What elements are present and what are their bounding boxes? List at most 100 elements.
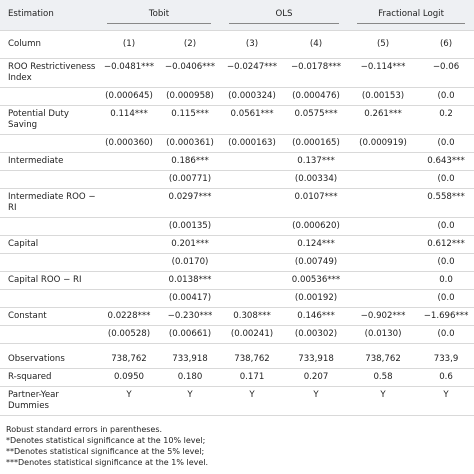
cell	[348, 253, 419, 272]
cell: (0.00241)	[220, 325, 285, 344]
row-label: Capital ROO − RI	[0, 271, 98, 290]
cell: (0.0	[418, 170, 474, 189]
row-label: Potential Duty Saving	[0, 105, 98, 135]
row-label: Intermediate	[0, 152, 98, 171]
cell: −0.0178***	[284, 58, 349, 88]
cell: (0.00302)	[284, 325, 349, 344]
cell: (0.000919)	[348, 134, 419, 153]
cell	[98, 289, 160, 308]
cell: Y	[220, 386, 285, 416]
cell: 0.180	[160, 368, 221, 387]
cell: 0.0107***	[284, 188, 349, 218]
column-number: (4)	[284, 30, 349, 59]
data-row: (0.000645) (0.000958) (0.000324) (0.000476)…	[0, 87, 474, 106]
cell: 0.137***	[284, 152, 349, 171]
column-number: (5)	[348, 30, 419, 59]
data-row: Capital ROO − RI 0.0138*** 0.00536*** 0.0	[0, 271, 474, 290]
cell: 0.171	[220, 368, 285, 387]
cell: (0.0	[418, 134, 474, 153]
group-label: Tobit	[107, 9, 211, 24]
group-label: OLS	[229, 9, 339, 24]
cell: (0.000165)	[284, 134, 349, 153]
cell: −0.06	[418, 58, 474, 88]
cell: 0.0228***	[98, 307, 160, 326]
data-row: (0.00528) (0.00661) (0.00241) (0.00302) (0.0…	[0, 325, 474, 344]
column-number: (1)	[98, 30, 160, 59]
group-cell: Tobit	[98, 0, 221, 31]
cell: (0.00417)	[160, 289, 221, 308]
cell: (0.0130)	[348, 325, 419, 344]
cell: 733,918	[284, 343, 349, 369]
row-label	[0, 325, 98, 344]
cell: (0.00661)	[160, 325, 221, 344]
cell: (0.00334)	[284, 170, 349, 189]
cell: Y	[98, 386, 160, 416]
cell: 0.558***	[418, 188, 474, 218]
cell	[220, 152, 285, 171]
cell: (0.0	[418, 87, 474, 106]
results-table: Estimation Tobit OLS Fractional Logit Column…	[0, 0, 474, 416]
cell: (0.00771)	[160, 170, 221, 189]
row-label	[0, 170, 98, 189]
note: Robust standard errors in parentheses.	[6, 425, 163, 434]
data-row: (0.0170) (0.00749) (0.0	[0, 253, 474, 272]
cell: 733,9	[418, 343, 474, 369]
cell	[98, 271, 160, 290]
cell: 0.201***	[160, 235, 221, 254]
cell: −0.230***	[160, 307, 221, 326]
cell: (0.00749)	[284, 253, 349, 272]
cell: (0.00135)	[160, 217, 221, 236]
cell: (0.0170)	[160, 253, 221, 272]
group-cell: Fractional Logit	[348, 0, 474, 31]
cell: 0.186***	[160, 152, 221, 171]
column-label: Column	[0, 30, 98, 59]
cell: Y	[160, 386, 221, 416]
cell: (0.00192)	[284, 289, 349, 308]
cell: 738,762	[220, 343, 285, 369]
cell: (0.0	[418, 325, 474, 344]
cell: (0.000361)	[160, 134, 221, 153]
cell	[220, 253, 285, 272]
data-row: (0.00135) (0.000620) (0.0	[0, 217, 474, 236]
column-row: Column (1) (2) (3) (4) (5) (6)	[0, 30, 474, 59]
cell	[98, 235, 160, 254]
row-label: Partner-Year Dummies	[0, 386, 98, 416]
note: **Denotes statistical significance at th…	[6, 447, 205, 456]
cell: −1.696***	[418, 307, 474, 326]
column-number: (6)	[418, 30, 474, 59]
row-label: Intermediate ROO − RI	[0, 188, 98, 218]
cell: −0.902***	[348, 307, 419, 326]
column-number: (3)	[220, 30, 285, 59]
group-cell: OLS	[220, 0, 349, 31]
cell: −0.0406***	[160, 58, 221, 88]
cell	[98, 217, 160, 236]
row-label	[0, 253, 98, 272]
cell: 0.0561***	[220, 105, 285, 135]
cell: (0.0	[418, 289, 474, 308]
cell: (0.000620)	[284, 217, 349, 236]
data-row: R-squared 0.0950 0.180 0.171 0.207 0.58 0.6	[0, 368, 474, 387]
data-row: (0.00771) (0.00334) (0.0	[0, 170, 474, 189]
cell: 0.207	[284, 368, 349, 387]
cell: 733,918	[160, 343, 221, 369]
data-row: Intermediate ROO − RI 0.0297*** 0.0107*** 0…	[0, 188, 474, 218]
cell: 0.2	[418, 105, 474, 135]
cell: (0.000958)	[160, 87, 221, 106]
cell	[98, 152, 160, 171]
cell	[348, 188, 419, 218]
cell: 0.643***	[418, 152, 474, 171]
cell: 0.261***	[348, 105, 419, 135]
cell	[348, 217, 419, 236]
cell	[348, 152, 419, 171]
cell: (0.000360)	[98, 134, 160, 153]
cell: 0.612***	[418, 235, 474, 254]
cell: 0.0950	[98, 368, 160, 387]
cell: 0.58	[348, 368, 419, 387]
cell: 0.0	[418, 271, 474, 290]
cell: Y	[284, 386, 349, 416]
row-label: Capital	[0, 235, 98, 254]
cell: −0.0481***	[98, 58, 160, 88]
data-row: Observations 738,762 733,918 738,762 733,918…	[0, 343, 474, 369]
cell: Y	[348, 386, 419, 416]
